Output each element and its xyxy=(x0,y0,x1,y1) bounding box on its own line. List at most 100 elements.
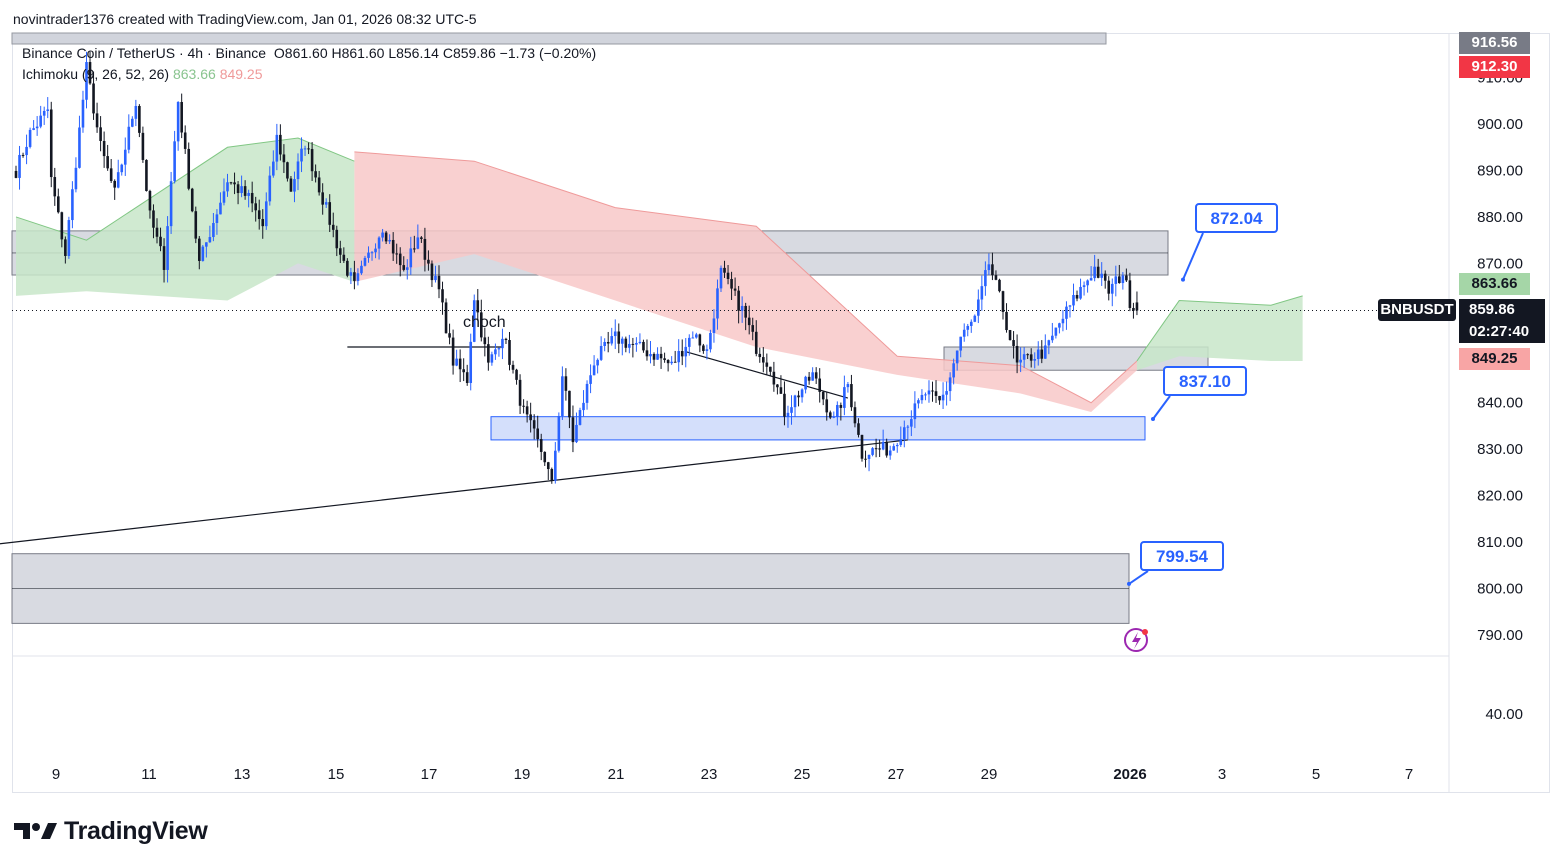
candle-body xyxy=(374,248,377,253)
candle-body xyxy=(215,214,219,223)
candle xyxy=(881,429,885,451)
candle xyxy=(360,260,363,275)
candle-body xyxy=(779,387,783,394)
candle xyxy=(71,181,74,229)
candle-body xyxy=(839,404,843,408)
candle-body xyxy=(480,312,483,338)
legend-indicator: Ichimoku (9, 26, 52, 26) 863.66 849.25 xyxy=(22,66,263,82)
candle-body xyxy=(303,148,307,150)
legend-symbol[interactable]: Binance Coin / TetherUS · 4h · Binance xyxy=(22,45,267,61)
candle-body xyxy=(959,336,962,351)
candle xyxy=(141,126,145,163)
candle-body xyxy=(123,149,127,165)
candle xyxy=(716,279,719,330)
candle-body xyxy=(201,246,205,261)
candle-body xyxy=(483,337,487,345)
candle-body xyxy=(680,351,684,357)
candle xyxy=(32,120,35,131)
candle xyxy=(628,334,631,354)
candle xyxy=(649,341,652,364)
callout-799[interactable]: 799.54 xyxy=(1140,541,1224,571)
candle xyxy=(1008,329,1012,341)
candle-body xyxy=(917,400,920,404)
candle xyxy=(198,236,201,270)
candle xyxy=(1103,270,1107,289)
candle xyxy=(250,181,254,213)
candle-body xyxy=(166,226,169,270)
candle-body xyxy=(458,358,462,370)
candle xyxy=(903,420,906,448)
candle-body xyxy=(539,439,543,452)
candle xyxy=(42,106,46,125)
candle-body xyxy=(885,441,888,456)
candle-body xyxy=(659,353,663,359)
candle xyxy=(409,236,413,275)
candle xyxy=(670,356,673,365)
candle xyxy=(550,467,554,484)
candle xyxy=(342,247,346,263)
candle-body xyxy=(522,405,525,407)
legend-indicator-name[interactable]: Ichimoku (9, 26, 52, 26) xyxy=(22,66,170,82)
candle xyxy=(1075,290,1079,302)
candle xyxy=(874,438,878,458)
candle-body xyxy=(307,148,310,150)
candle xyxy=(966,323,970,337)
candle xyxy=(134,99,138,127)
candle xyxy=(504,337,508,344)
candle-body xyxy=(328,202,332,225)
candle xyxy=(1068,304,1072,318)
candle xyxy=(152,204,155,239)
candle xyxy=(451,329,455,375)
candle xyxy=(737,285,740,324)
candle-body xyxy=(28,129,32,147)
candle xyxy=(123,137,127,176)
candle-body xyxy=(663,358,666,361)
candle xyxy=(927,380,931,403)
candle-body xyxy=(740,305,744,311)
candle-body xyxy=(88,62,92,84)
candle-body xyxy=(441,289,444,303)
price-tag-red: 912.30 xyxy=(1459,56,1530,78)
legend-open: O861.60 xyxy=(273,45,328,61)
legend-close: C859.86 xyxy=(442,45,496,61)
candle-body xyxy=(92,83,95,114)
price-tick-label: 810.00 xyxy=(1477,534,1523,551)
candle-body xyxy=(74,167,78,190)
tradingview-logo[interactable]: TradingView xyxy=(14,817,208,845)
candle xyxy=(1086,279,1089,293)
callout-837[interactable]: 837.10 xyxy=(1163,366,1247,396)
candle xyxy=(695,332,698,339)
candle xyxy=(208,225,212,243)
candle-body xyxy=(987,264,991,271)
candle xyxy=(476,289,480,321)
candle-body xyxy=(282,154,286,163)
candle-body xyxy=(631,343,635,345)
candle-body xyxy=(702,345,705,351)
candle-body xyxy=(751,325,755,332)
candle xyxy=(955,350,959,371)
alert-icon-ring xyxy=(1124,628,1148,652)
candle xyxy=(804,375,807,394)
candle-body xyxy=(726,272,730,279)
candle-body xyxy=(804,376,807,390)
candle xyxy=(462,358,465,382)
candle-body xyxy=(814,372,818,379)
candle-body xyxy=(413,248,416,250)
candle xyxy=(328,194,332,233)
candle xyxy=(367,246,370,263)
candle-body xyxy=(405,267,409,270)
time-tick-label: 13 xyxy=(234,766,251,783)
candle-body xyxy=(1065,306,1068,319)
time-tick-label: 17 xyxy=(421,766,438,783)
candle xyxy=(825,391,829,421)
callout-872[interactable]: 872.04 xyxy=(1195,203,1278,233)
candle-body xyxy=(1001,291,1005,312)
candle-body xyxy=(296,161,300,180)
candle-body xyxy=(998,279,1001,292)
candle xyxy=(46,97,50,119)
candle xyxy=(659,346,663,369)
candle xyxy=(353,260,356,290)
candle-body xyxy=(867,454,871,459)
candle-body xyxy=(613,331,617,337)
